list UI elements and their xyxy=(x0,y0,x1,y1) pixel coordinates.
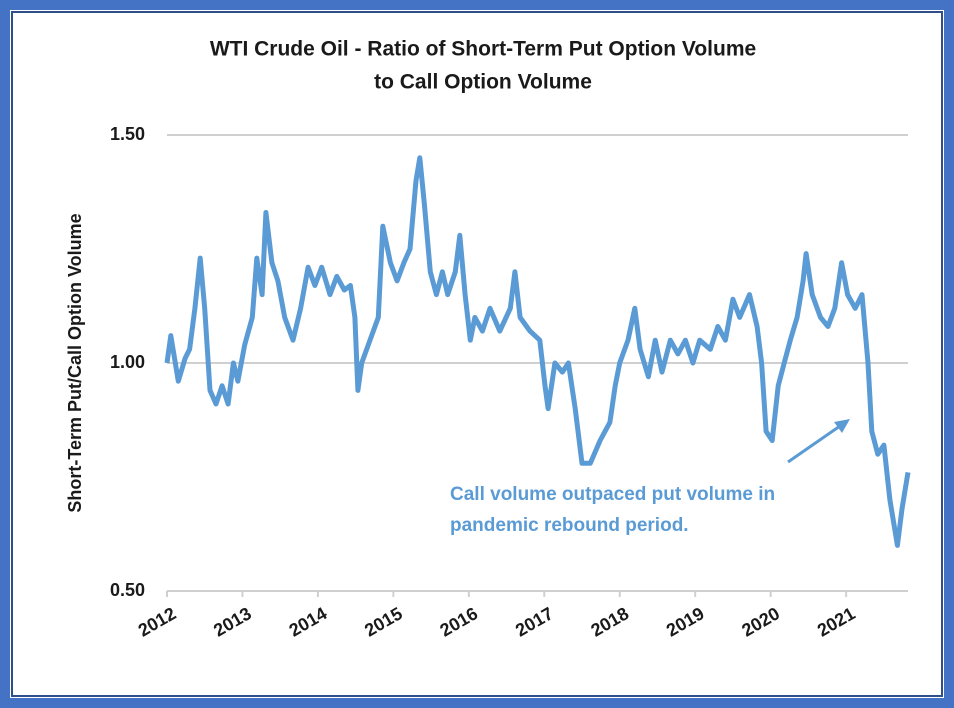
annotation-arrow xyxy=(787,424,841,464)
chart-title: WTI Crude Oil - Ratio of Short-Term Put … xyxy=(210,38,756,61)
chart-title: to Call Option Volume xyxy=(374,71,592,94)
y-tick-label: 1.50 xyxy=(110,124,145,144)
frame-inner xyxy=(11,11,943,697)
y-axis-label: Short-Term Put/Call Option Volume xyxy=(65,213,85,512)
annotation-arrow-head xyxy=(834,419,850,433)
annotation: Call volume outpaced put volume in xyxy=(450,484,775,505)
y-tick-label: 0.50 xyxy=(110,580,145,600)
annotation: pandemic rebound period. xyxy=(450,515,689,536)
y-tick-label: 1.00 xyxy=(110,352,145,372)
data-line xyxy=(164,155,911,548)
